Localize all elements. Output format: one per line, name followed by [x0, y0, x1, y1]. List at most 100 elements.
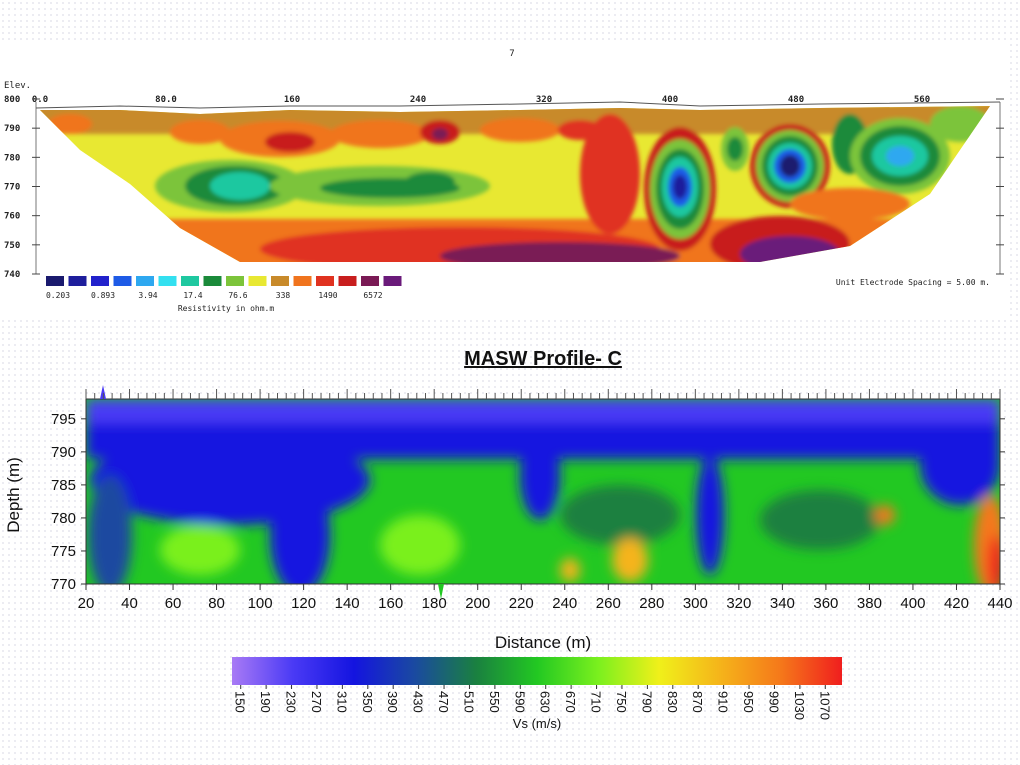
resistivity-legend-swatch [226, 276, 244, 286]
vs-velocity-field [86, 399, 1000, 584]
vs-colorbar-tick-label: 350 [360, 691, 375, 713]
vs-colorbar-tick-label: 310 [334, 691, 349, 713]
masw-x-tick-label: 240 [552, 595, 577, 612]
resistivity-legend-swatch [136, 276, 154, 286]
masw-y-tick-label: 785 [51, 477, 76, 494]
resistivity-legend-swatch [68, 276, 87, 286]
masw-x-tick-label: 420 [944, 595, 969, 612]
ert-anomaly [673, 175, 687, 199]
vs-colorbar-tick-label: 1070 [817, 691, 832, 720]
vs-colorbar [232, 657, 842, 685]
resistivity-legend-swatch [203, 276, 222, 286]
resistivity-legend-swatch [293, 276, 312, 286]
masw-x-tick-label: 20 [78, 595, 95, 612]
masw-profile-chart: MASW Profile- C [4, 348, 1013, 731]
resistivity-legend-swatch [113, 276, 132, 286]
masw-x-tick-label: 440 [987, 595, 1012, 612]
vs-colorbar-tick-label: 830 [665, 691, 680, 713]
resistivity-legend-swatch [181, 276, 199, 286]
resistivity-section-panel: 7 Elev. 0.0 80.0 160 240 320 400 480 560 800 790… [0, 44, 1010, 320]
ert-y-tick-label: 800 [4, 95, 20, 105]
resistivity-legend-swatch [91, 276, 109, 286]
resistivity-legend-swatch [158, 276, 177, 286]
resistivity-legend-swatch [248, 276, 267, 286]
resistivity-legend-value: 1490 [318, 291, 337, 300]
vs-high-zone [988, 535, 1000, 584]
vs-low-zone [90, 435, 370, 525]
vs-colorbar-tick-label: 630 [538, 691, 553, 713]
ert-x-tick-label: 160 [284, 95, 300, 105]
vs-colorbar-tick-label: 230 [284, 691, 299, 713]
vs-low-zone [520, 430, 560, 520]
vs-colorbar-tick-label: 550 [487, 691, 502, 713]
masw-x-tick-label: 180 [422, 595, 447, 612]
vs-low-zone [696, 455, 724, 575]
vs-colorbar-tick-label: 470 [436, 691, 451, 713]
resistivity-legend: 0.203 0.893 3.94 17.4 76.6 338 1490 6572 [46, 276, 402, 300]
masw-start-marker [100, 385, 106, 399]
masw-x-tick-label: 340 [770, 595, 795, 612]
vs-colorbar-tick-label: 510 [461, 691, 476, 713]
resistivity-legend-value: 17.4 [183, 291, 202, 300]
resistivity-legend-value: 76.6 [228, 291, 247, 300]
vs-low-zone [920, 425, 1000, 505]
vs-colorbar-label: Vs (m/s) [513, 716, 561, 731]
ert-x-tick-label: 480 [788, 95, 804, 105]
ert-anomaly [330, 120, 430, 148]
resistivity-legend-swatch [383, 276, 402, 286]
resistivity-legend-swatch [316, 276, 334, 286]
masw-x-tick-label: 320 [726, 595, 751, 612]
vs-colorbar-tick-label: 1030 [792, 691, 807, 720]
resistivity-legend-swatch [46, 276, 64, 286]
ert-anomaly [48, 114, 92, 134]
resistivity-section-chart: 7 Elev. 0.0 80.0 160 240 320 400 480 560 800 790… [4, 49, 1004, 313]
ert-y-tick-label: 760 [4, 212, 20, 222]
masw-x-tick-label: 380 [857, 595, 882, 612]
masw-x-tick-label: 60 [165, 595, 182, 612]
masw-top-ticks [85, 389, 1001, 399]
masw-x-tick-label: 160 [378, 595, 403, 612]
vs-layer-top [86, 399, 1000, 423]
masw-x-axis-label: Distance (m) [495, 633, 591, 652]
ert-y-tick-label: 780 [4, 153, 20, 163]
ert-x-tick-label: 400 [662, 95, 678, 105]
topography-line [35, 101, 1001, 109]
resistivity-pseudosection [40, 106, 990, 262]
resistivity-legend-label: Resistivity in ohm.m [178, 304, 275, 313]
resistivity-section-title: 7 [509, 49, 514, 59]
resistivity-legend-value: 338 [276, 291, 291, 300]
ert-anomaly [930, 106, 990, 142]
ert-anomaly [432, 128, 448, 140]
masw-y-ticks: 795 790 785 780 775 770 [51, 411, 1005, 593]
masw-profile-panel: MASW Profile- C [0, 335, 1013, 745]
elevation-axis-label: Elev. [4, 81, 31, 91]
masw-x-tick-label: 280 [639, 595, 664, 612]
ert-anomaly [170, 120, 230, 144]
vs-low-zone [88, 475, 132, 584]
vs-colorbar-ticks: 150 190 230 270 310 350 390 430 470 510 550 590 630 6… [233, 685, 832, 720]
ert-anomaly [727, 137, 743, 161]
resistivity-legend-value: 0.893 [91, 291, 115, 300]
vs-colorbar-tick-label: 750 [614, 691, 629, 713]
resistivity-legend-value: 3.94 [138, 291, 157, 300]
vs-colorbar-tick-label: 390 [385, 691, 400, 713]
masw-x-tick-label: 200 [465, 595, 490, 612]
ert-anomaly [740, 236, 840, 262]
vs-high-zone [380, 515, 460, 575]
ert-y-tick-label: 740 [4, 270, 20, 280]
vs-mid-zone [560, 485, 680, 545]
ert-anomaly [210, 172, 270, 200]
masw-x-ticks: 20 40 60 80 100 120 140 160 180 200 220 240 260 280 30… [78, 584, 1013, 612]
ert-anomaly [886, 146, 914, 166]
vs-colorbar-tick-label: 590 [512, 691, 527, 713]
ert-anomaly [405, 172, 455, 192]
vs-colorbar-tick-label: 870 [690, 691, 705, 713]
vs-high-zone [160, 525, 240, 575]
masw-y-tick-label: 790 [51, 444, 76, 461]
vs-colorbar-tick-label: 790 [639, 691, 654, 713]
vs-low-zone [270, 475, 330, 584]
vs-colorbar-tick-label: 190 [258, 691, 273, 713]
ert-anomaly [480, 118, 560, 142]
vs-high-zone [612, 538, 648, 582]
masw-y-tick-label: 795 [51, 411, 76, 428]
